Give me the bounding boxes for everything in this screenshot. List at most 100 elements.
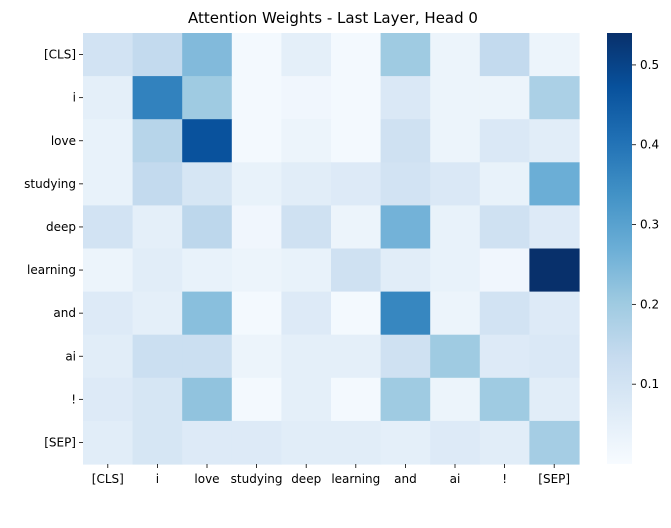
y-tick-label: ai bbox=[65, 349, 76, 363]
heatmap-cell bbox=[231, 377, 282, 422]
heatmap-cell bbox=[281, 420, 332, 465]
heatmap-cell bbox=[231, 162, 282, 206]
x-tick-label: love bbox=[194, 472, 219, 486]
heatmap-cell bbox=[281, 248, 332, 293]
y-tick-label: ! bbox=[71, 392, 76, 406]
x-tick-label: studying bbox=[231, 472, 283, 486]
y-tick-label: [SEP] bbox=[44, 435, 76, 449]
heatmap-cell bbox=[231, 291, 282, 336]
x-tick-label: ai bbox=[450, 472, 461, 486]
heatmap-cell bbox=[83, 162, 134, 206]
heatmap-cell bbox=[529, 162, 580, 206]
heatmap-cell bbox=[479, 420, 530, 465]
heatmap-cell bbox=[331, 76, 382, 120]
heatmap-cell bbox=[331, 162, 382, 206]
heatmap-cell bbox=[231, 76, 282, 120]
heatmap-cell bbox=[132, 76, 183, 120]
heatmap-cell bbox=[529, 377, 580, 422]
heatmap-cell bbox=[182, 248, 233, 293]
heatmap-cell bbox=[479, 291, 530, 336]
heatmap-cell bbox=[83, 291, 134, 336]
heatmap-cell bbox=[529, 119, 580, 163]
heatmap-cell bbox=[132, 248, 183, 293]
heatmap-cell bbox=[132, 291, 183, 336]
heatmap-cell bbox=[281, 205, 332, 250]
heatmap-cell bbox=[430, 33, 481, 77]
heatmap-cell bbox=[380, 33, 431, 77]
heatmap-cell bbox=[331, 33, 382, 77]
heatmap-cell bbox=[430, 248, 481, 293]
heatmap-cell bbox=[231, 119, 282, 163]
heatmap-cell bbox=[529, 334, 580, 379]
heatmap-cell bbox=[331, 248, 382, 293]
y-tick-label: i bbox=[73, 91, 76, 105]
heatmap-cell bbox=[331, 119, 382, 163]
x-tick-label: ! bbox=[502, 472, 507, 486]
chart-title: Attention Weights - Last Layer, Head 0 bbox=[188, 9, 478, 27]
heatmap-cell bbox=[182, 377, 233, 422]
heatmap-cell bbox=[182, 119, 233, 163]
heatmap-cell bbox=[479, 119, 530, 163]
heatmap-cell bbox=[430, 377, 481, 422]
heatmap-cell bbox=[182, 291, 233, 336]
heatmap-cell bbox=[83, 33, 134, 77]
heatmap-cell bbox=[331, 205, 382, 250]
heatmap-cell bbox=[529, 420, 580, 465]
colorbar-tick-label: 0.3 bbox=[640, 218, 659, 232]
heatmap-cell bbox=[529, 291, 580, 336]
colorbar-ticks: 0.1 0.2 0.3 0.4 0.5 bbox=[632, 58, 659, 391]
x-tick-label: [CLS] bbox=[92, 472, 124, 486]
heatmap-cell bbox=[132, 377, 183, 422]
heatmap-cell bbox=[83, 205, 134, 250]
heatmap-cell bbox=[430, 291, 481, 336]
heatmap-cell bbox=[479, 33, 530, 77]
heatmap-cell bbox=[182, 420, 233, 465]
y-tick-labels: [CLS] i love studying deep learning and ai! [SEP… bbox=[24, 48, 83, 449]
heatmap-cell bbox=[529, 248, 580, 293]
heatmap-cell bbox=[529, 76, 580, 120]
heatmap-cell bbox=[380, 248, 431, 293]
heatmap-cell bbox=[83, 76, 134, 120]
heatmap-cell bbox=[281, 377, 332, 422]
x-tick-label: deep bbox=[291, 472, 321, 486]
heatmap-cell bbox=[430, 205, 481, 250]
heatmap-cell bbox=[182, 205, 233, 250]
heatmap-cell bbox=[479, 377, 530, 422]
x-tick-label: learning bbox=[331, 472, 380, 486]
x-tick-label: i bbox=[156, 472, 159, 486]
y-tick-label: learning bbox=[27, 263, 76, 277]
heatmap-cell bbox=[132, 420, 183, 465]
x-tick-label: [SEP] bbox=[538, 472, 570, 486]
heatmap-cell bbox=[132, 162, 183, 206]
heatmap-cell bbox=[479, 205, 530, 250]
heatmap-cell bbox=[83, 334, 134, 379]
heatmap-cell bbox=[132, 334, 183, 379]
heatmap-cell bbox=[182, 76, 233, 120]
heatmap-cell bbox=[231, 205, 282, 250]
heatmap-cell bbox=[380, 420, 431, 465]
heatmap-cell bbox=[380, 162, 431, 206]
heatmap-cell bbox=[231, 420, 282, 465]
y-tick-label: studying bbox=[24, 177, 76, 191]
heatmap-cell bbox=[231, 334, 282, 379]
heatmap-cell bbox=[281, 334, 332, 379]
heatmap-cell bbox=[231, 33, 282, 77]
heatmap-cell bbox=[83, 119, 134, 163]
heatmap-cell bbox=[430, 334, 481, 379]
colorbar-tick-label: 0.1 bbox=[640, 377, 659, 391]
heatmap-cell bbox=[430, 162, 481, 206]
colorbar-tick-label: 0.5 bbox=[640, 58, 659, 72]
heatmap-cell bbox=[281, 162, 332, 206]
heatmap-cell bbox=[529, 205, 580, 250]
heatmap-cell bbox=[380, 119, 431, 163]
heatmap-cells bbox=[83, 33, 580, 465]
heatmap-cell bbox=[331, 420, 382, 465]
colorbar-tick-label: 0.4 bbox=[640, 138, 659, 152]
heatmap-cell bbox=[380, 291, 431, 336]
colorbar bbox=[607, 33, 632, 464]
heatmap-cell bbox=[380, 76, 431, 120]
y-tick-label: love bbox=[51, 134, 76, 148]
heatmap-cell bbox=[430, 76, 481, 120]
heatmap-cell bbox=[430, 420, 481, 465]
